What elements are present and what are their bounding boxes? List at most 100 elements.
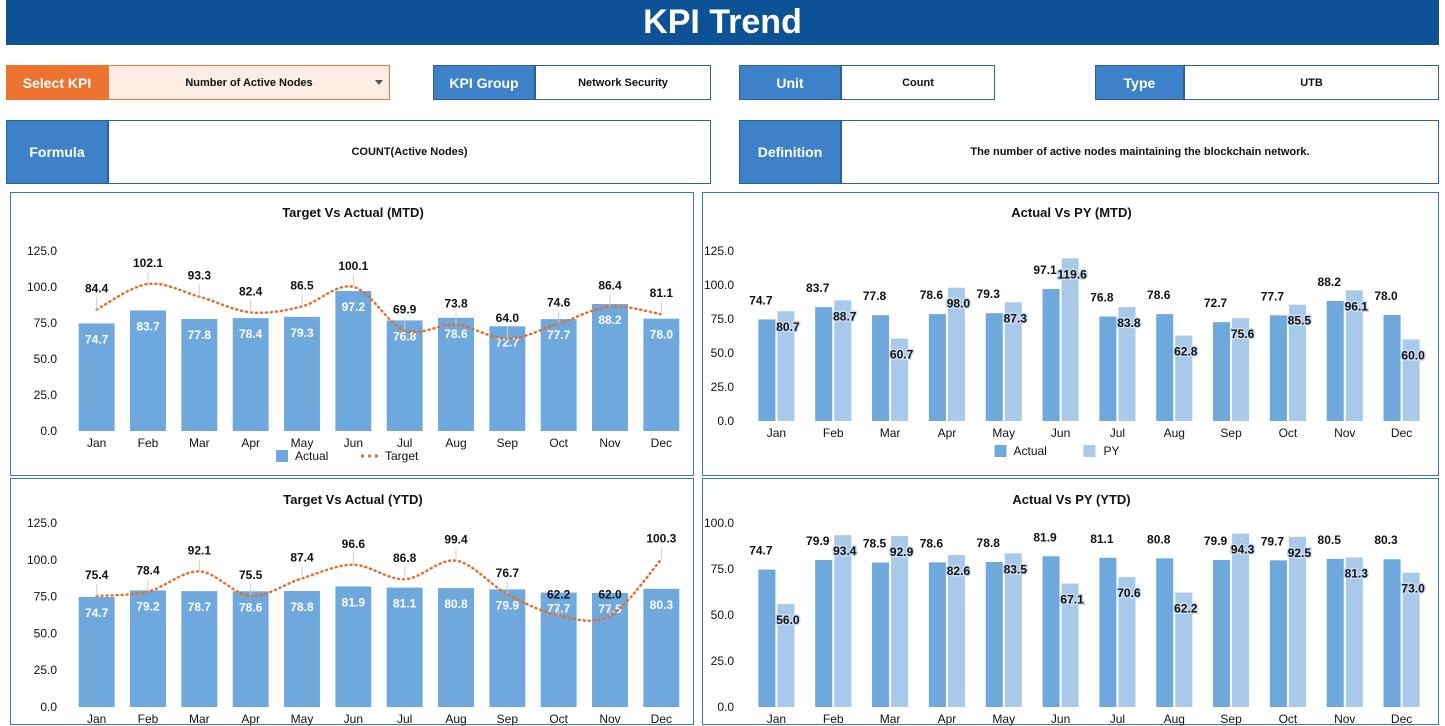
actual-data-label: 78.6: [920, 288, 944, 302]
target-data-label: 87.4: [290, 550, 314, 564]
actual-bar: [1269, 315, 1287, 421]
py-bar: [1345, 557, 1363, 707]
y-tick-label: 100.0: [704, 516, 734, 530]
y-tick-label: 100.0: [704, 278, 734, 292]
actual-bar: [985, 562, 1003, 707]
py-data-label: 85.5: [1288, 314, 1312, 328]
select-kpi-label: Select KPI: [6, 65, 108, 100]
x-tick-label: Jun: [344, 712, 363, 726]
target-data-label: 100.1: [338, 259, 368, 273]
y-tick-label: 50.0: [34, 352, 58, 366]
chart-svg-mtd-target: Target Vs Actual (MTD) 0.0 25.0 50.0 75.0 100…: [27, 205, 680, 463]
actual-data-label: 74.7: [749, 544, 773, 558]
chevron-down-icon[interactable]: [375, 80, 383, 85]
py-bar: [1232, 533, 1250, 707]
target-data-label: 75.5: [239, 568, 263, 582]
y-tick-label: 75.0: [711, 562, 735, 576]
x-tick-label: Mar: [880, 426, 901, 440]
py-data-label: 98.0: [947, 297, 971, 311]
actual-bar: [815, 307, 833, 421]
type-value: UTB: [1184, 65, 1439, 100]
y-tick-label: 50.0: [711, 346, 735, 360]
x-tick-label: Mar: [880, 712, 901, 726]
x-tick-label: Aug: [445, 436, 466, 450]
target-line: [95, 282, 663, 341]
actual-data-label: 81.1: [1090, 532, 1114, 546]
target-data-label: 84.4: [85, 281, 109, 295]
target-data-label: 73.8: [444, 297, 468, 311]
definition-value: The number of active nodes maintaining t…: [841, 120, 1439, 184]
chart-actual-vs-py-mtd: Actual Vs PY (MTD) 0.0 25.0 50.0 75.0 100.0 12…: [702, 192, 1439, 476]
actual-bar: [643, 318, 680, 431]
py-bar: [777, 311, 795, 421]
y-tick-label: 0.0: [40, 700, 57, 714]
unit-label: Unit: [739, 65, 841, 100]
actual-data-label: 77.7: [547, 328, 571, 342]
py-data-label: 119.6: [1057, 267, 1087, 281]
unit-value: Count: [841, 65, 995, 100]
actual-data-label: 79.2: [136, 599, 160, 613]
actual-data-label: 81.1: [393, 597, 417, 611]
x-tick-label: Oct: [549, 712, 568, 726]
actual-data-label: 79.9: [806, 534, 830, 548]
chart-svg-mtd-py: Actual Vs PY (MTD) 0.0 25.0 50.0 75.0 100.0 12…: [704, 205, 1427, 458]
actual-bar: [1326, 558, 1344, 707]
target-data-label: 100.3: [646, 531, 676, 545]
target-data-label: 86.8: [393, 551, 417, 565]
target-line: [95, 558, 663, 622]
actual-bar: [489, 326, 526, 431]
py-bar: [1004, 302, 1022, 421]
py-data-label: 92.9: [890, 545, 914, 559]
actual-data-label: 80.5: [1318, 533, 1342, 547]
y-tick-label: 25.0: [711, 380, 735, 394]
py-data-label: 62.2: [1174, 602, 1198, 616]
py-data-label: 96.1: [1345, 299, 1369, 313]
actual-data-label: 79.9: [496, 598, 520, 612]
py-bar: [947, 287, 965, 421]
actual-data-label: 78.5: [863, 537, 887, 551]
x-tick-label: Mar: [189, 436, 210, 450]
x-tick-label: Oct: [1279, 426, 1298, 440]
actual-bar: [643, 588, 680, 707]
y-tick-label: 0.0: [717, 700, 734, 714]
actual-bar: [1269, 560, 1287, 707]
x-tick-label: Dec: [1391, 426, 1412, 440]
y-tick-label: 100.0: [27, 553, 57, 567]
x-tick-label: Oct: [549, 436, 568, 450]
py-data-label: 87.3: [1004, 311, 1028, 325]
actual-data-label: 78.8: [977, 536, 1001, 550]
x-tick-label: Sep: [497, 436, 519, 450]
actual-bar: [872, 315, 890, 421]
actual-bar: [335, 586, 372, 707]
y-tick-label: 0.0: [717, 414, 734, 428]
x-tick-label: Jul: [397, 436, 412, 450]
target-data-label: 102.1: [133, 256, 163, 270]
py-data-label: 93.4: [833, 544, 857, 558]
target-data-label: 76.7: [496, 566, 520, 580]
target-data-label: 86.4: [598, 279, 622, 293]
py-data-label: 75.6: [1231, 327, 1255, 341]
target-data-label: 62.2: [547, 587, 571, 601]
x-tick-label: Nov: [1334, 712, 1355, 726]
chart-title: Target Vs Actual (MTD): [282, 205, 424, 220]
actual-bar: [540, 319, 577, 431]
x-tick-label: Sep: [1220, 426, 1242, 440]
actual-data-label: 78.0: [1374, 289, 1398, 303]
py-bar: [1402, 339, 1420, 421]
actual-bar: [872, 562, 890, 707]
x-tick-label: Dec: [651, 436, 672, 450]
actual-bar: [232, 318, 269, 431]
actual-bar: [489, 589, 526, 707]
actual-data-label: 79.7: [1261, 534, 1285, 548]
select-kpi-dropdown[interactable]: Number of Active Nodes: [108, 65, 390, 100]
legend-label-actual: Actual: [1014, 444, 1047, 458]
target-data-label: 78.4: [136, 564, 160, 578]
py-bar: [1004, 553, 1022, 707]
actual-data-label: 78.6: [920, 536, 944, 550]
definition-label: Definition: [739, 120, 841, 184]
target-data-label: 75.4: [85, 568, 109, 582]
actual-bar: [232, 591, 269, 707]
legend-label-second: PY: [1104, 444, 1120, 458]
x-tick-label: Nov: [1334, 426, 1355, 440]
target-data-label: 93.3: [188, 269, 212, 283]
